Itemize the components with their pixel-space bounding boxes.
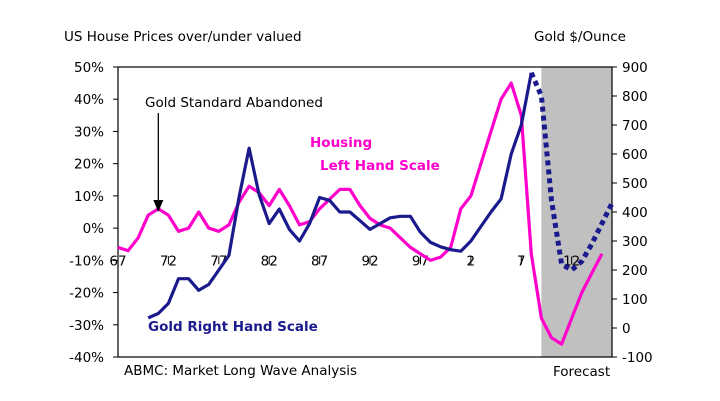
left-tick-label: 30% [74, 124, 104, 140]
x-tick-label: 82 [261, 253, 278, 269]
chart-title-right: Gold $/Ounce [534, 29, 626, 45]
chart-title-left: US House Prices over/under valued [64, 29, 302, 45]
right-tick-label: 700 [622, 118, 648, 134]
arrow-head [153, 200, 164, 212]
right-tick-label: 400 [622, 205, 648, 221]
left-tick-label: 20% [74, 157, 104, 173]
right-tick-label: 200 [622, 263, 648, 279]
left-tick-label: 0% [83, 221, 105, 237]
x-tick-label: 2 [467, 253, 476, 269]
source-note: ABMC: Market Long Wave Analysis [124, 363, 357, 379]
right-tick-label: 300 [622, 234, 648, 250]
left-tick-label: -40% [69, 350, 104, 366]
left-tick-label: 50% [74, 60, 104, 76]
x-tick-label: 87 [311, 253, 328, 269]
x-axis: 67 72 77 82 87 92 97 2 7 12 [109, 253, 580, 269]
annotation-gold-standard: Gold Standard Abandoned [145, 95, 323, 111]
forecast-label: Forecast [553, 364, 610, 380]
right-tick-label: 600 [622, 147, 648, 163]
left-tick-label: -20% [69, 286, 104, 302]
gold-forecast-series-line [529, 71, 615, 273]
annotation-gold-scale: Gold Right Hand Scale [148, 319, 318, 335]
right-tick-label: 900 [622, 60, 648, 76]
left-tick-label: -30% [69, 318, 104, 334]
right-tick-label: 800 [622, 89, 648, 105]
left-tick-label: 40% [74, 92, 104, 108]
x-tick-label: 72 [160, 253, 177, 269]
left-tick-label: -10% [69, 253, 104, 269]
housing-series-line [117, 81, 604, 346]
right-tick-label: 0 [622, 321, 631, 337]
annotation-housing-line1: Housing [310, 135, 372, 151]
right-tick-label: -100 [622, 350, 653, 366]
x-tick-label: 67 [109, 253, 126, 269]
x-tick-label: 7 [517, 253, 526, 269]
annotation-housing-line2: Left Hand Scale [320, 158, 440, 174]
right-tick-label: 100 [622, 292, 648, 308]
right-axis: 900 800 700 600 500 400 300 200 100 0 -100 [612, 60, 653, 366]
left-axis: 50% 40% 30% 20% 10% 0% -10% -20% -30% -40% [69, 60, 118, 366]
left-tick-label: 10% [74, 189, 104, 205]
series-layer [117, 71, 615, 346]
x-tick-label: 92 [361, 253, 378, 269]
forecast-band [541, 67, 612, 357]
gold-series-line [147, 72, 533, 320]
right-tick-label: 500 [622, 176, 648, 192]
